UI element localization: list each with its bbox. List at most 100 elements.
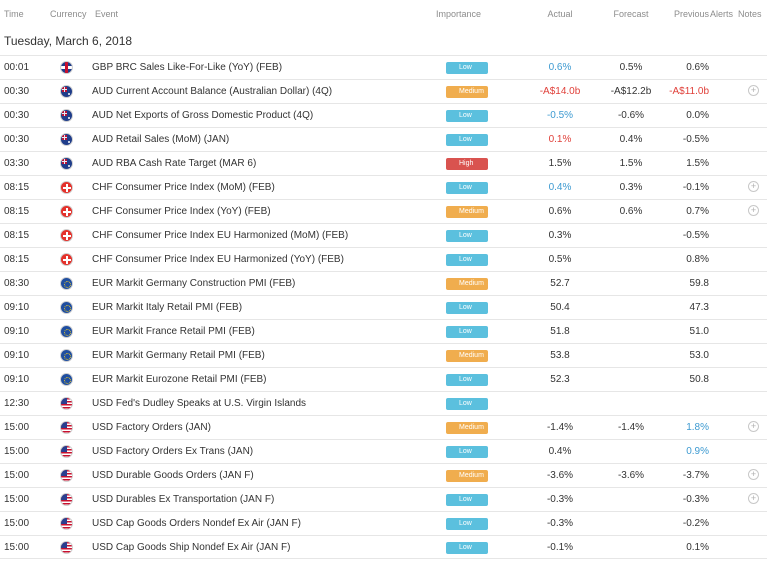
table-row[interactable]: 15:00 USD Factory Orders Ex Trans (JAN) Lo…	[0, 439, 767, 463]
australia-flag-icon	[60, 109, 73, 122]
event-name[interactable]: EUR Markit France Retail PMI (FEB)	[92, 326, 255, 337]
header-alerts[interactable]: Alerts	[710, 9, 734, 19]
importance-badge: Low	[446, 230, 488, 242]
header-event[interactable]: Event	[95, 9, 119, 19]
previous-value: -0.3%	[682, 494, 709, 505]
importance-badge: Medium	[446, 86, 488, 98]
table-row[interactable]: 09:10 EUR Markit Germany Retail PMI (FEB)…	[0, 343, 767, 367]
table-row[interactable]: 00:30 AUD Net Exports of Gross Domestic P…	[0, 103, 767, 127]
event-list: 00:01 GBP BRC Sales Like-For-Like (YoY) (…	[0, 55, 767, 559]
usa-flag-icon	[60, 445, 73, 458]
event-name[interactable]: USD Cap Goods Orders Nondef Ex Air (JAN …	[92, 518, 301, 529]
usa-flag-icon	[60, 517, 73, 530]
table-row[interactable]: 08:15 CHF Consumer Price Index EU Harmoni…	[0, 223, 767, 247]
event-name[interactable]: CHF Consumer Price Index EU Harmonized (…	[92, 254, 344, 265]
event-name[interactable]: CHF Consumer Price Index (MoM) (FEB)	[92, 182, 275, 193]
event-name[interactable]: USD Factory Orders (JAN)	[92, 422, 211, 433]
add-note-icon[interactable]: +	[748, 493, 759, 504]
usa-flag-icon	[60, 397, 73, 410]
event-name[interactable]: EUR Markit Italy Retail PMI (FEB)	[92, 302, 243, 313]
table-row[interactable]: 00:01 GBP BRC Sales Like-For-Like (YoY) (…	[0, 55, 767, 79]
header-currency[interactable]: Currency	[50, 9, 87, 19]
table-row[interactable]: 08:15 CHF Consumer Price Index (YoY) (FEB…	[0, 199, 767, 223]
add-note-icon[interactable]: +	[748, 181, 759, 192]
actual-value: -1.4%	[546, 422, 574, 433]
usa-flag-icon	[60, 493, 73, 506]
table-row[interactable]: 12:30 USD Fed's Dudley Speaks at U.S. Vir…	[0, 391, 767, 415]
table-row[interactable]: 09:10 EUR Markit France Retail PMI (FEB) L…	[0, 319, 767, 343]
actual-value: -0.3%	[546, 518, 574, 529]
event-name[interactable]: CHF Consumer Price Index EU Harmonized (…	[92, 230, 349, 241]
actual-value: 52.3	[550, 374, 570, 385]
event-time: 03:30	[4, 158, 30, 169]
eu-flag-icon	[60, 373, 73, 386]
forecast-value: 0.4%	[619, 134, 643, 145]
table-row[interactable]: 15:00 USD Factory Orders (JAN) Medium -1.4%…	[0, 415, 767, 439]
forecast-value: -3.6%	[617, 470, 645, 481]
actual-value: -A$14.0b	[539, 86, 581, 97]
header-previous[interactable]: Previous	[673, 9, 709, 19]
table-row[interactable]: 15:00 USD Durables Ex Transportation (JAN…	[0, 487, 767, 511]
actual-value: 51.8	[550, 326, 570, 337]
event-name[interactable]: AUD Net Exports of Gross Domestic Produc…	[92, 110, 314, 121]
actual-value: -0.3%	[546, 494, 574, 505]
importance-badge: Low	[446, 134, 488, 146]
event-name[interactable]: USD Durable Goods Orders (JAN F)	[92, 470, 254, 481]
importance-badge: Low	[446, 62, 488, 74]
event-name[interactable]: EUR Markit Germany Retail PMI (FEB)	[92, 350, 265, 361]
table-row[interactable]: 15:00 USD Cap Goods Ship Nondef Ex Air (J…	[0, 535, 767, 559]
table-row[interactable]: 00:30 AUD Current Account Balance (Austra…	[0, 79, 767, 103]
event-name[interactable]: AUD RBA Cash Rate Target (MAR 6)	[92, 158, 257, 169]
actual-value: 0.6%	[548, 62, 572, 73]
header-importance[interactable]: Importance	[436, 9, 482, 19]
table-row[interactable]: 15:00 USD Cap Goods Orders Nondef Ex Air …	[0, 511, 767, 535]
event-name[interactable]: USD Fed's Dudley Speaks at U.S. Virgin I…	[92, 398, 307, 409]
add-note-icon[interactable]: +	[748, 421, 759, 432]
importance-badge: Low	[446, 182, 488, 194]
event-name[interactable]: CHF Consumer Price Index (YoY) (FEB)	[92, 206, 271, 217]
importance-badge: Low	[446, 398, 488, 410]
event-name[interactable]: EUR Markit Germany Construction PMI (FEB…	[92, 278, 296, 289]
table-row[interactable]: 00:30 AUD Retail Sales (MoM) (JAN) Low 0.1%…	[0, 127, 767, 151]
australia-flag-icon	[60, 157, 73, 170]
header-actual[interactable]: Actual	[547, 9, 573, 19]
eu-flag-icon	[60, 301, 73, 314]
header-forecast[interactable]: Forecast	[613, 9, 649, 19]
event-name[interactable]: AUD Current Account Balance (Australian …	[92, 86, 333, 97]
add-note-icon[interactable]: +	[748, 469, 759, 480]
forecast-value: 0.6%	[619, 206, 643, 217]
importance-badge: Low	[446, 302, 488, 314]
australia-flag-icon	[60, 133, 73, 146]
event-time: 00:30	[4, 110, 30, 121]
table-row[interactable]: 08:15 CHF Consumer Price Index (MoM) (FEB…	[0, 175, 767, 199]
switzerland-flag-icon	[60, 181, 73, 194]
event-name[interactable]: AUD Retail Sales (MoM) (JAN)	[92, 134, 230, 145]
forecast-value: 0.3%	[619, 182, 643, 193]
actual-value: 0.6%	[548, 206, 572, 217]
event-name[interactable]: USD Durables Ex Transportation (JAN F)	[92, 494, 275, 505]
importance-badge: Medium	[446, 278, 488, 290]
actual-value: 53.8	[550, 350, 570, 361]
table-row[interactable]: 08:15 CHF Consumer Price Index EU Harmoni…	[0, 247, 767, 271]
event-name[interactable]: USD Factory Orders Ex Trans (JAN)	[92, 446, 254, 457]
table-row[interactable]: 09:10 EUR Markit Italy Retail PMI (FEB) Lo…	[0, 295, 767, 319]
table-row[interactable]: 15:00 USD Durable Goods Orders (JAN F) Med…	[0, 463, 767, 487]
usa-flag-icon	[60, 421, 73, 434]
table-row[interactable]: 08:30 EUR Markit Germany Construction PMI…	[0, 271, 767, 295]
event-name[interactable]: GBP BRC Sales Like-For-Like (YoY) (FEB)	[92, 62, 283, 73]
actual-value: -0.5%	[546, 110, 574, 121]
table-row[interactable]: 09:10 EUR Markit Eurozone Retail PMI (FEB…	[0, 367, 767, 391]
table-row[interactable]: 03:30 AUD RBA Cash Rate Target (MAR 6) Hig…	[0, 151, 767, 175]
add-note-icon[interactable]: +	[748, 85, 759, 96]
actual-value: -3.6%	[546, 470, 574, 481]
event-time: 15:00	[4, 518, 30, 529]
header-notes[interactable]: Notes	[738, 9, 762, 19]
importance-badge: Low	[446, 542, 488, 554]
event-name[interactable]: USD Cap Goods Ship Nondef Ex Air (JAN F)	[92, 542, 291, 553]
event-name[interactable]: EUR Markit Eurozone Retail PMI (FEB)	[92, 374, 267, 385]
add-note-icon[interactable]: +	[748, 205, 759, 216]
event-time: 00:30	[4, 86, 30, 97]
previous-value: 0.8%	[686, 254, 709, 265]
header-time[interactable]: Time	[4, 9, 24, 19]
usa-flag-icon	[60, 469, 73, 482]
